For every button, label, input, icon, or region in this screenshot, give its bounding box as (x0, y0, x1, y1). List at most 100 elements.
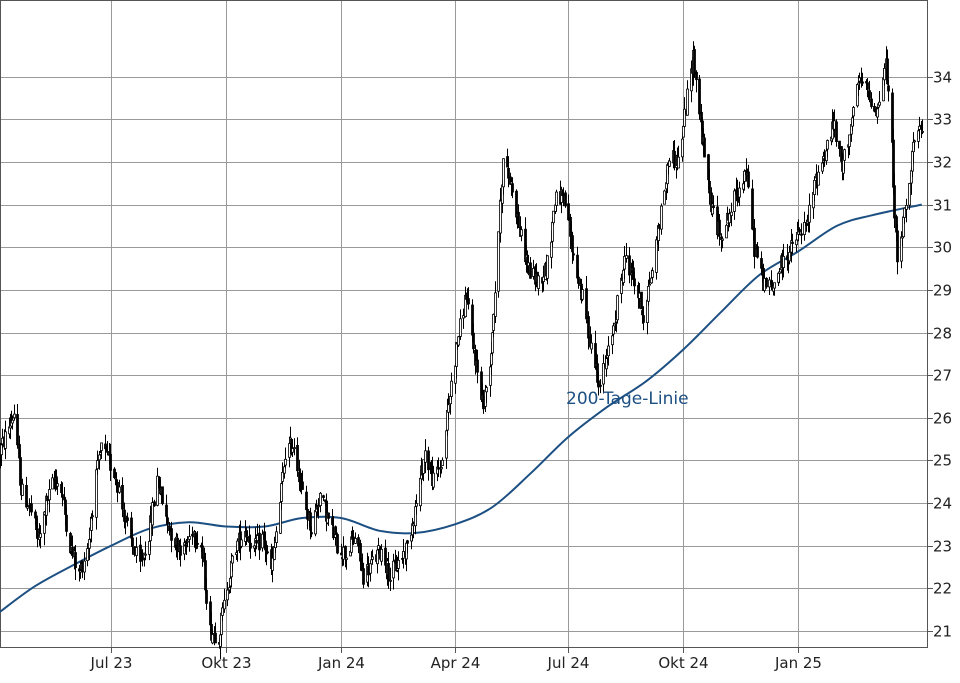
candle-body-up (913, 140, 916, 143)
y-tick-label: 27 (933, 367, 952, 385)
candle (170, 521, 173, 553)
candle (327, 512, 330, 526)
candle-body-down (201, 545, 204, 559)
candle (319, 492, 322, 513)
candle (359, 539, 362, 571)
candle (362, 562, 365, 589)
candle (61, 482, 64, 507)
candle-body-up (279, 502, 282, 534)
x-tick-label: Jul 24 (547, 654, 590, 672)
candle-body-up (445, 430, 448, 459)
candle (440, 466, 443, 474)
candle (188, 524, 191, 552)
candle-body-up (293, 447, 296, 450)
candle (567, 194, 570, 221)
candle (886, 49, 889, 85)
candle (489, 359, 492, 397)
candle (813, 176, 816, 201)
candle-body-up (345, 557, 348, 560)
candle-body-up (86, 548, 89, 561)
candle (186, 536, 189, 548)
candle (751, 179, 754, 230)
candle-body-up (590, 342, 593, 350)
moving-average-label: 200-Tage-Linie (566, 389, 689, 409)
candle (491, 331, 494, 357)
candle (281, 462, 284, 486)
candle-body-up (668, 160, 671, 167)
candle (86, 543, 89, 567)
candle-body-down (896, 230, 899, 263)
candle-body-up (459, 318, 462, 337)
candle (599, 379, 602, 394)
candle-body-up (520, 229, 523, 237)
candle-body-up (221, 607, 224, 616)
candle-body-up (843, 149, 846, 161)
candle (605, 348, 608, 377)
candle (870, 92, 873, 109)
candle-body-down (322, 495, 325, 498)
candle-body-up (317, 505, 320, 508)
grid (0, 0, 928, 648)
candle (507, 156, 510, 188)
candle-body-down (870, 98, 873, 107)
candle-body-down (712, 205, 715, 209)
candle (765, 277, 768, 289)
y-axis: 21 22 23 24 25 26 27 28 29 30 31 32 33 34 (928, 69, 952, 641)
candle (485, 385, 488, 403)
candle-body-up (848, 134, 851, 147)
candle-body-up (211, 634, 214, 644)
candle-body-up (733, 190, 736, 212)
candle-body-up (489, 366, 492, 386)
candle (693, 45, 696, 78)
candle-body-up (90, 517, 93, 531)
candle (728, 208, 731, 228)
candle (153, 499, 156, 507)
candle-body-up (424, 450, 427, 463)
candle-body-up (246, 535, 249, 538)
candle (345, 556, 348, 570)
candle-body-up (291, 448, 294, 453)
candle (447, 393, 450, 420)
candle-body-up (281, 471, 284, 482)
candle (725, 223, 728, 239)
candle-body-down (628, 255, 631, 276)
candle-body-up (88, 539, 91, 549)
candle-body-down (36, 528, 39, 539)
candle-body-up (852, 107, 855, 117)
candle (332, 516, 335, 540)
candle (246, 530, 249, 542)
candle (135, 537, 138, 563)
candle (275, 526, 278, 548)
candle (778, 268, 781, 284)
candle (201, 536, 204, 567)
candle (616, 294, 619, 324)
candle (30, 495, 33, 516)
candle (249, 534, 252, 559)
candle (878, 91, 881, 107)
candle-body-up (51, 477, 54, 490)
candle (677, 145, 680, 169)
candle (176, 533, 179, 560)
candle-body-up (921, 130, 924, 133)
candle (166, 514, 169, 534)
candle (712, 195, 715, 210)
candle (151, 497, 154, 536)
candle (156, 467, 159, 507)
candle (803, 211, 806, 241)
candle-body-up (795, 239, 798, 246)
candle-body-down (517, 211, 520, 229)
candle-body-up (156, 475, 159, 506)
candle-body-up (773, 282, 776, 289)
candle (179, 538, 182, 567)
candle-body-up (377, 545, 380, 550)
candle-body-down (61, 494, 64, 498)
candle (95, 466, 98, 530)
candle-body-down (861, 81, 864, 84)
candle-body-up (738, 187, 741, 198)
candle-body-down (384, 547, 387, 566)
candle-body-down (577, 276, 580, 284)
candle-body-down (835, 121, 838, 143)
candle-body-up (560, 189, 563, 203)
candle-body-up (149, 515, 152, 542)
candle-body-up (188, 536, 191, 540)
